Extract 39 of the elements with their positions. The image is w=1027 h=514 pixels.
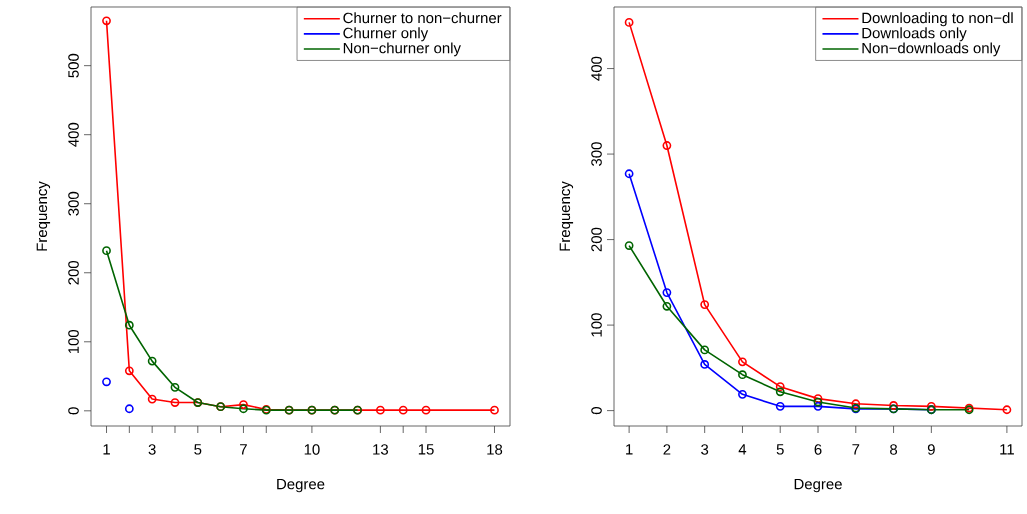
x-tick-label: 7 [240, 444, 247, 455]
x-tick-label: 6 [814, 444, 822, 455]
legend-label: Churner only [343, 27, 429, 42]
x-tick-label: 3 [701, 444, 709, 455]
legend-label: Non−downloads only [862, 42, 1001, 57]
x-tick-label: 4 [738, 444, 747, 455]
y-tick-label: 300 [68, 191, 79, 216]
y-tick-label: 200 [591, 227, 602, 252]
legend-label: Non−churner only [343, 42, 461, 57]
x-tick-label: 11 [1000, 444, 1014, 455]
x-tick-label: 13 [373, 444, 389, 455]
y-tick-label: 400 [591, 56, 602, 81]
x-tick-label: 1 [626, 444, 633, 455]
x-tick-label: 2 [663, 444, 671, 455]
legend-label: Churner to non−churner [343, 12, 502, 24]
y-tick-label: 200 [68, 260, 79, 285]
x-tick-label: 9 [927, 444, 935, 455]
y-tick-label: 400 [68, 122, 79, 147]
y-tick-label: 300 [591, 142, 602, 166]
legend-label: Downloads only [862, 27, 967, 42]
y-tick-label: 0 [68, 407, 79, 415]
x-tick-label: 1 [103, 444, 110, 455]
x-tick-label: 15 [418, 444, 434, 455]
x-tick-label: 7 [852, 444, 860, 455]
y-axis-title: Frequency [36, 181, 51, 251]
x-axis-title: Degree [277, 478, 325, 493]
x-tick-label: 5 [194, 444, 202, 455]
x-tick-label: 18 [487, 444, 503, 455]
legend-label: Downloading to non−dl [862, 12, 1013, 27]
x-tick-label: 3 [148, 444, 156, 455]
y-tick-label: 0 [591, 407, 602, 415]
y-tick-label: 100 [591, 313, 602, 337]
y-tick-label: 500 [68, 53, 79, 78]
x-tick-label: 5 [776, 444, 784, 455]
x-tick-label: 10 [304, 444, 320, 455]
y-tick-label: 100 [68, 329, 79, 354]
x-tick-label: 8 [890, 444, 898, 455]
y-axis-title: Frequency [559, 181, 574, 251]
x-axis-title: Degree [794, 478, 842, 493]
